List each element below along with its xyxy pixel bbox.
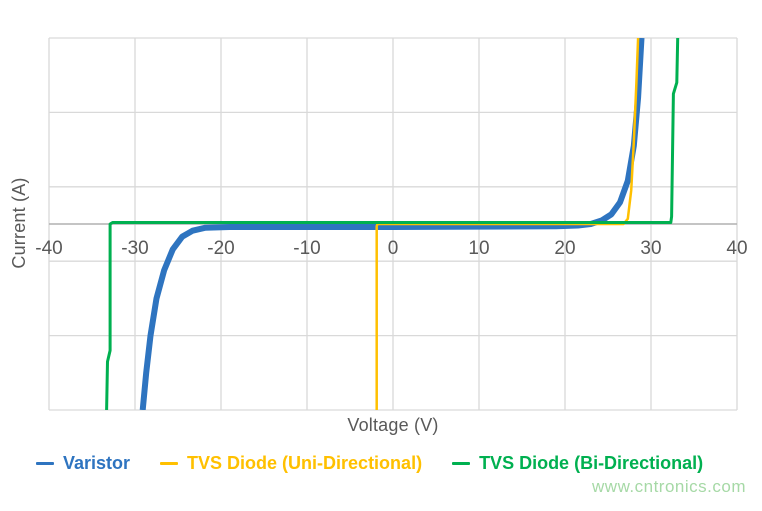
legend-item-tvs-uni: TVS Diode (Uni-Directional) [160, 453, 422, 474]
series-curves [105, 38, 680, 410]
x-tick-label: 20 [554, 238, 575, 259]
x-tick-labels: -40 -30 -20 -10 0 10 20 30 40 [35, 238, 747, 259]
legend-item-tvs-bi: TVS Diode (Bi-Directional) [452, 453, 703, 474]
legend-label: TVS Diode (Uni-Directional) [187, 453, 423, 473]
watermark-text: www.cntronics.com [592, 477, 746, 496]
x-tick-label: -20 [207, 238, 234, 259]
x-tick-label: -40 [35, 238, 62, 259]
varistor-line-swatch-icon [36, 462, 54, 465]
tvs-uni-line-swatch-icon [160, 462, 179, 465]
y-axis-title: Current (A) [9, 177, 29, 269]
legend-item-varistor: Varistor [36, 453, 130, 474]
legend-label: TVS Diode (Bi-Directional) [479, 453, 704, 473]
series-curve-2 [105, 38, 680, 410]
x-axis-title: Voltage (V) [347, 415, 439, 435]
tvs-bi-line-swatch-icon [452, 462, 471, 465]
x-tick-label: 10 [468, 238, 489, 259]
x-tick-label: 40 [726, 238, 747, 259]
chart-legend: Varistor TVS Diode (Uni-Directional) TVS… [36, 453, 703, 474]
x-tick-label: -30 [121, 238, 148, 259]
series-curve-1 [375, 38, 640, 410]
legend-label: Varistor [63, 453, 131, 473]
x-tick-label: 0 [388, 238, 399, 259]
x-tick-label: -10 [293, 238, 320, 259]
series-curve-0 [139, 38, 645, 410]
x-tick-label: 30 [640, 238, 661, 259]
